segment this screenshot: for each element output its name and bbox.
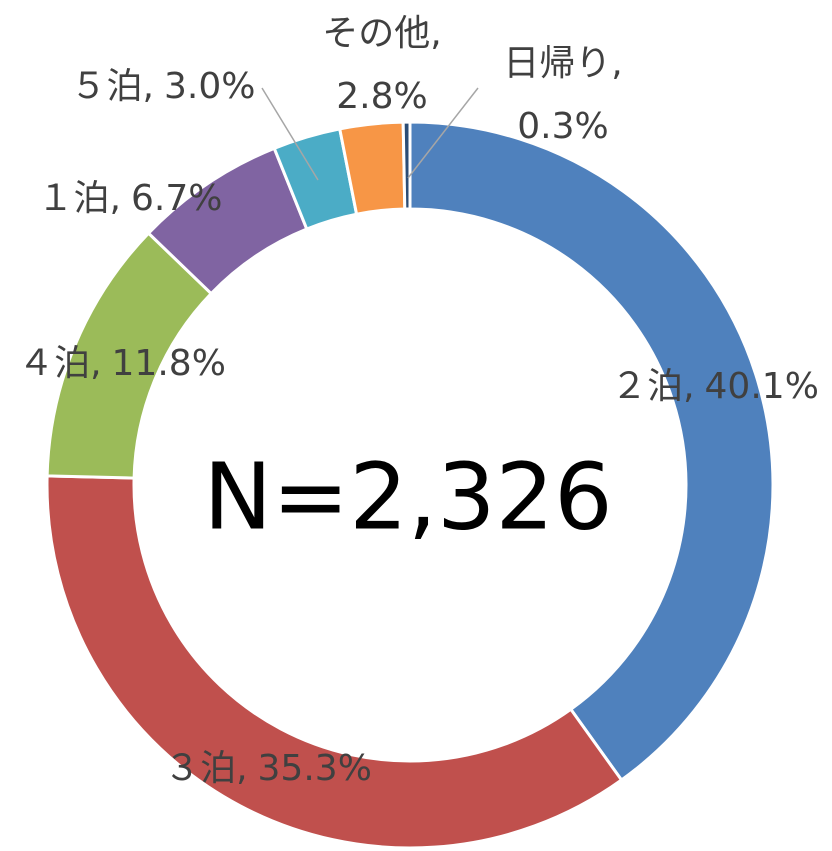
category-label: ２泊, [611, 366, 694, 407]
value-label: 2.8% [336, 76, 427, 117]
leader-line [407, 87, 479, 179]
center-label: N=2,326 [203, 443, 612, 550]
value-label: 3.0% [164, 66, 255, 107]
donut-segment [408, 120, 775, 783]
data-label: ４泊, 11.8% [18, 343, 226, 384]
data-label: ５泊, 3.0% [71, 66, 256, 107]
value-label: 11.8% [112, 343, 226, 384]
category-label: ４泊, [18, 343, 101, 384]
category-label: 日帰り, [503, 43, 622, 84]
data-label: １泊, 6.7% [38, 178, 223, 219]
value-label: 35.3% [258, 748, 372, 789]
data-label: ２泊, 40.1% [611, 366, 819, 407]
donut-segment [401, 120, 412, 211]
data-label: ３泊, 35.3% [164, 748, 372, 789]
category-label: ３泊, [164, 748, 247, 789]
data-label: その他, 2.8% [322, 13, 441, 117]
category-label: １泊, [38, 178, 121, 219]
value-label: 6.7% [131, 178, 222, 219]
value-label: 0.3% [517, 106, 608, 147]
category-label: その他, [322, 13, 441, 54]
leader-line [261, 87, 319, 181]
data-label: 日帰り, 0.3% [503, 43, 622, 147]
category-label: ５泊, [71, 66, 154, 107]
value-label: 40.1% [705, 366, 819, 407]
